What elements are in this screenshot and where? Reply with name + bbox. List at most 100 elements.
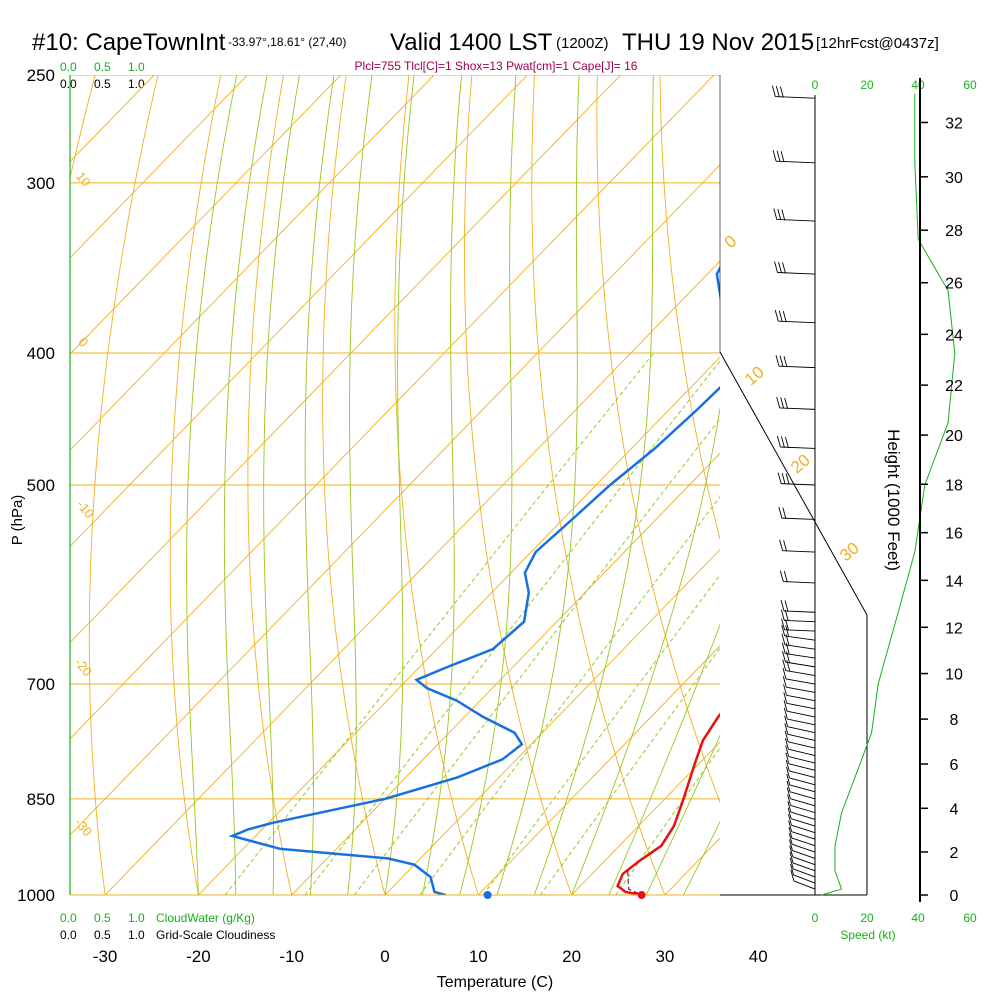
isotherm-label: 0: [75, 335, 91, 350]
speed-scale-bottom: 0 20 40 60 Speed (kt): [812, 911, 977, 942]
wind-barb-flag: [787, 800, 792, 813]
svg-text:0: 0: [812, 911, 819, 925]
wind-barb: [787, 718, 816, 726]
wind-barb-flag: [772, 150, 777, 162]
wind-barbs: [771, 85, 816, 890]
dry-adiabat-line: [531, 75, 666, 895]
wind-barb-flag: [785, 642, 790, 655]
isotherm-line: [198, 356, 720, 895]
wind-barb-flag: [781, 624, 786, 637]
isotherm-line: [291, 452, 720, 895]
wind-barb: [777, 272, 816, 275]
moist-adiabat-line: [223, 75, 268, 895]
moist-adiabat-line: [496, 75, 580, 895]
cloudwater-label: CloudWater (g/Kg): [156, 911, 255, 925]
wind-barb-flag: [787, 807, 792, 819]
mixing-ratio-line: [304, 360, 720, 895]
wind-barb: [788, 756, 816, 764]
svg-text:40: 40: [911, 78, 925, 92]
wind-barb: [776, 160, 816, 164]
cloudiness-top-scale: 0.0 0.5 1.0: [60, 77, 145, 91]
wind-barb: [791, 824, 816, 834]
wind-barb-flag: [784, 730, 789, 742]
height-tick-label: 10: [945, 667, 963, 684]
wind-barb-flag: [786, 659, 791, 672]
pressure-axis-title: P (hPa): [9, 495, 26, 546]
speed-label: Speed (kt): [840, 928, 895, 942]
wind-barb-flag: [782, 667, 787, 680]
moist-adiabat-line: [533, 75, 654, 895]
temperature-tick: 0: [380, 947, 389, 966]
profiles: [228, 265, 720, 895]
height-tick-label: 30: [945, 170, 963, 187]
height-tick-label: 4: [950, 801, 959, 818]
pressure-tick-500: 500: [27, 476, 55, 495]
isotherm-line: [70, 75, 342, 355]
height-tick-label: 16: [945, 526, 963, 543]
wind-barb-flag: [773, 208, 778, 220]
wind-barb-flag: [784, 738, 789, 750]
svg-text:1.0: 1.0: [128, 77, 145, 91]
wind-barb-flag: [780, 609, 785, 621]
isotherm-line: [70, 75, 621, 644]
wind-barb-flag: [782, 651, 786, 663]
station-title: #10: CapeTownInt: [32, 29, 226, 56]
moist-adiabat-line: [571, 405, 720, 895]
isotherm-line: [70, 75, 435, 451]
cloudiness-bottom-scale: 0.0 0.5 1.0 Grid-Scale Cloudiness: [60, 928, 275, 942]
dry-adiabat-line: [659, 75, 720, 541]
wind-barb: [792, 843, 816, 853]
svg-text:0.5: 0.5: [94, 911, 111, 925]
moist-adiabat-line: [384, 75, 415, 895]
wind-barb-flag: [774, 310, 779, 322]
wind-barb-flag: [778, 310, 783, 322]
wind-barb: [775, 96, 816, 99]
wind-barb-flag: [784, 723, 789, 735]
mixing-ratio-line: [224, 352, 655, 895]
moist-adiabat-line: [347, 75, 373, 895]
dry-adiabat-line: [596, 75, 720, 804]
theta-label: 20: [787, 450, 814, 477]
isotherm-line: [70, 75, 528, 548]
moist-adiabat-line: [608, 623, 720, 895]
moist-adiabat-line: [421, 75, 463, 895]
svg-text:1.0: 1.0: [128, 928, 145, 942]
wind-barb-flag: [781, 633, 786, 645]
isotherm-line: [70, 164, 720, 836]
wind-barb-flag: [778, 506, 783, 519]
wind-barb-flag: [781, 642, 786, 654]
wind-barb: [788, 741, 816, 749]
wind-barb: [787, 726, 816, 734]
wind-barb-flag: [780, 436, 785, 448]
wind-barb: [793, 868, 816, 878]
wind-barb-flag: [782, 659, 787, 671]
wind-barb-flag: [790, 869, 795, 882]
wind-barb-flag: [782, 262, 786, 274]
wind-barb-flag: [782, 311, 787, 323]
wind-barb-flag: [783, 540, 788, 552]
isotherm-line: [70, 75, 248, 259]
height-tick-label: 0: [950, 888, 959, 905]
pressure-axis: 250 300 400 500 700 850 1000: [17, 66, 55, 905]
dry-adiabat-line: [88, 75, 159, 895]
wind-barb-flag: [789, 851, 794, 864]
isotherm-line: [477, 645, 720, 895]
wind-barb: [785, 678, 816, 685]
dry-adiabat-line: [169, 75, 222, 895]
wind-barb-flag: [790, 863, 794, 876]
wind-barb-flag: [788, 820, 793, 832]
wind-barb-flag: [784, 715, 789, 727]
wind-barb-flag: [777, 472, 782, 484]
svg-text:0.5: 0.5: [94, 928, 111, 942]
isotherm-label: -20: [72, 655, 96, 679]
wind-barb: [792, 862, 816, 872]
height-tick-label: 32: [945, 115, 963, 132]
wind-barb-flag: [775, 355, 780, 367]
svg-text:40: 40: [911, 911, 925, 925]
wind-barb-flag: [776, 150, 781, 162]
wind-barb-flag: [785, 634, 790, 646]
wind-barb: [789, 777, 816, 786]
mixing-ratio-label: 12: [534, 891, 554, 910]
mixing-ratio-line: [539, 647, 720, 895]
